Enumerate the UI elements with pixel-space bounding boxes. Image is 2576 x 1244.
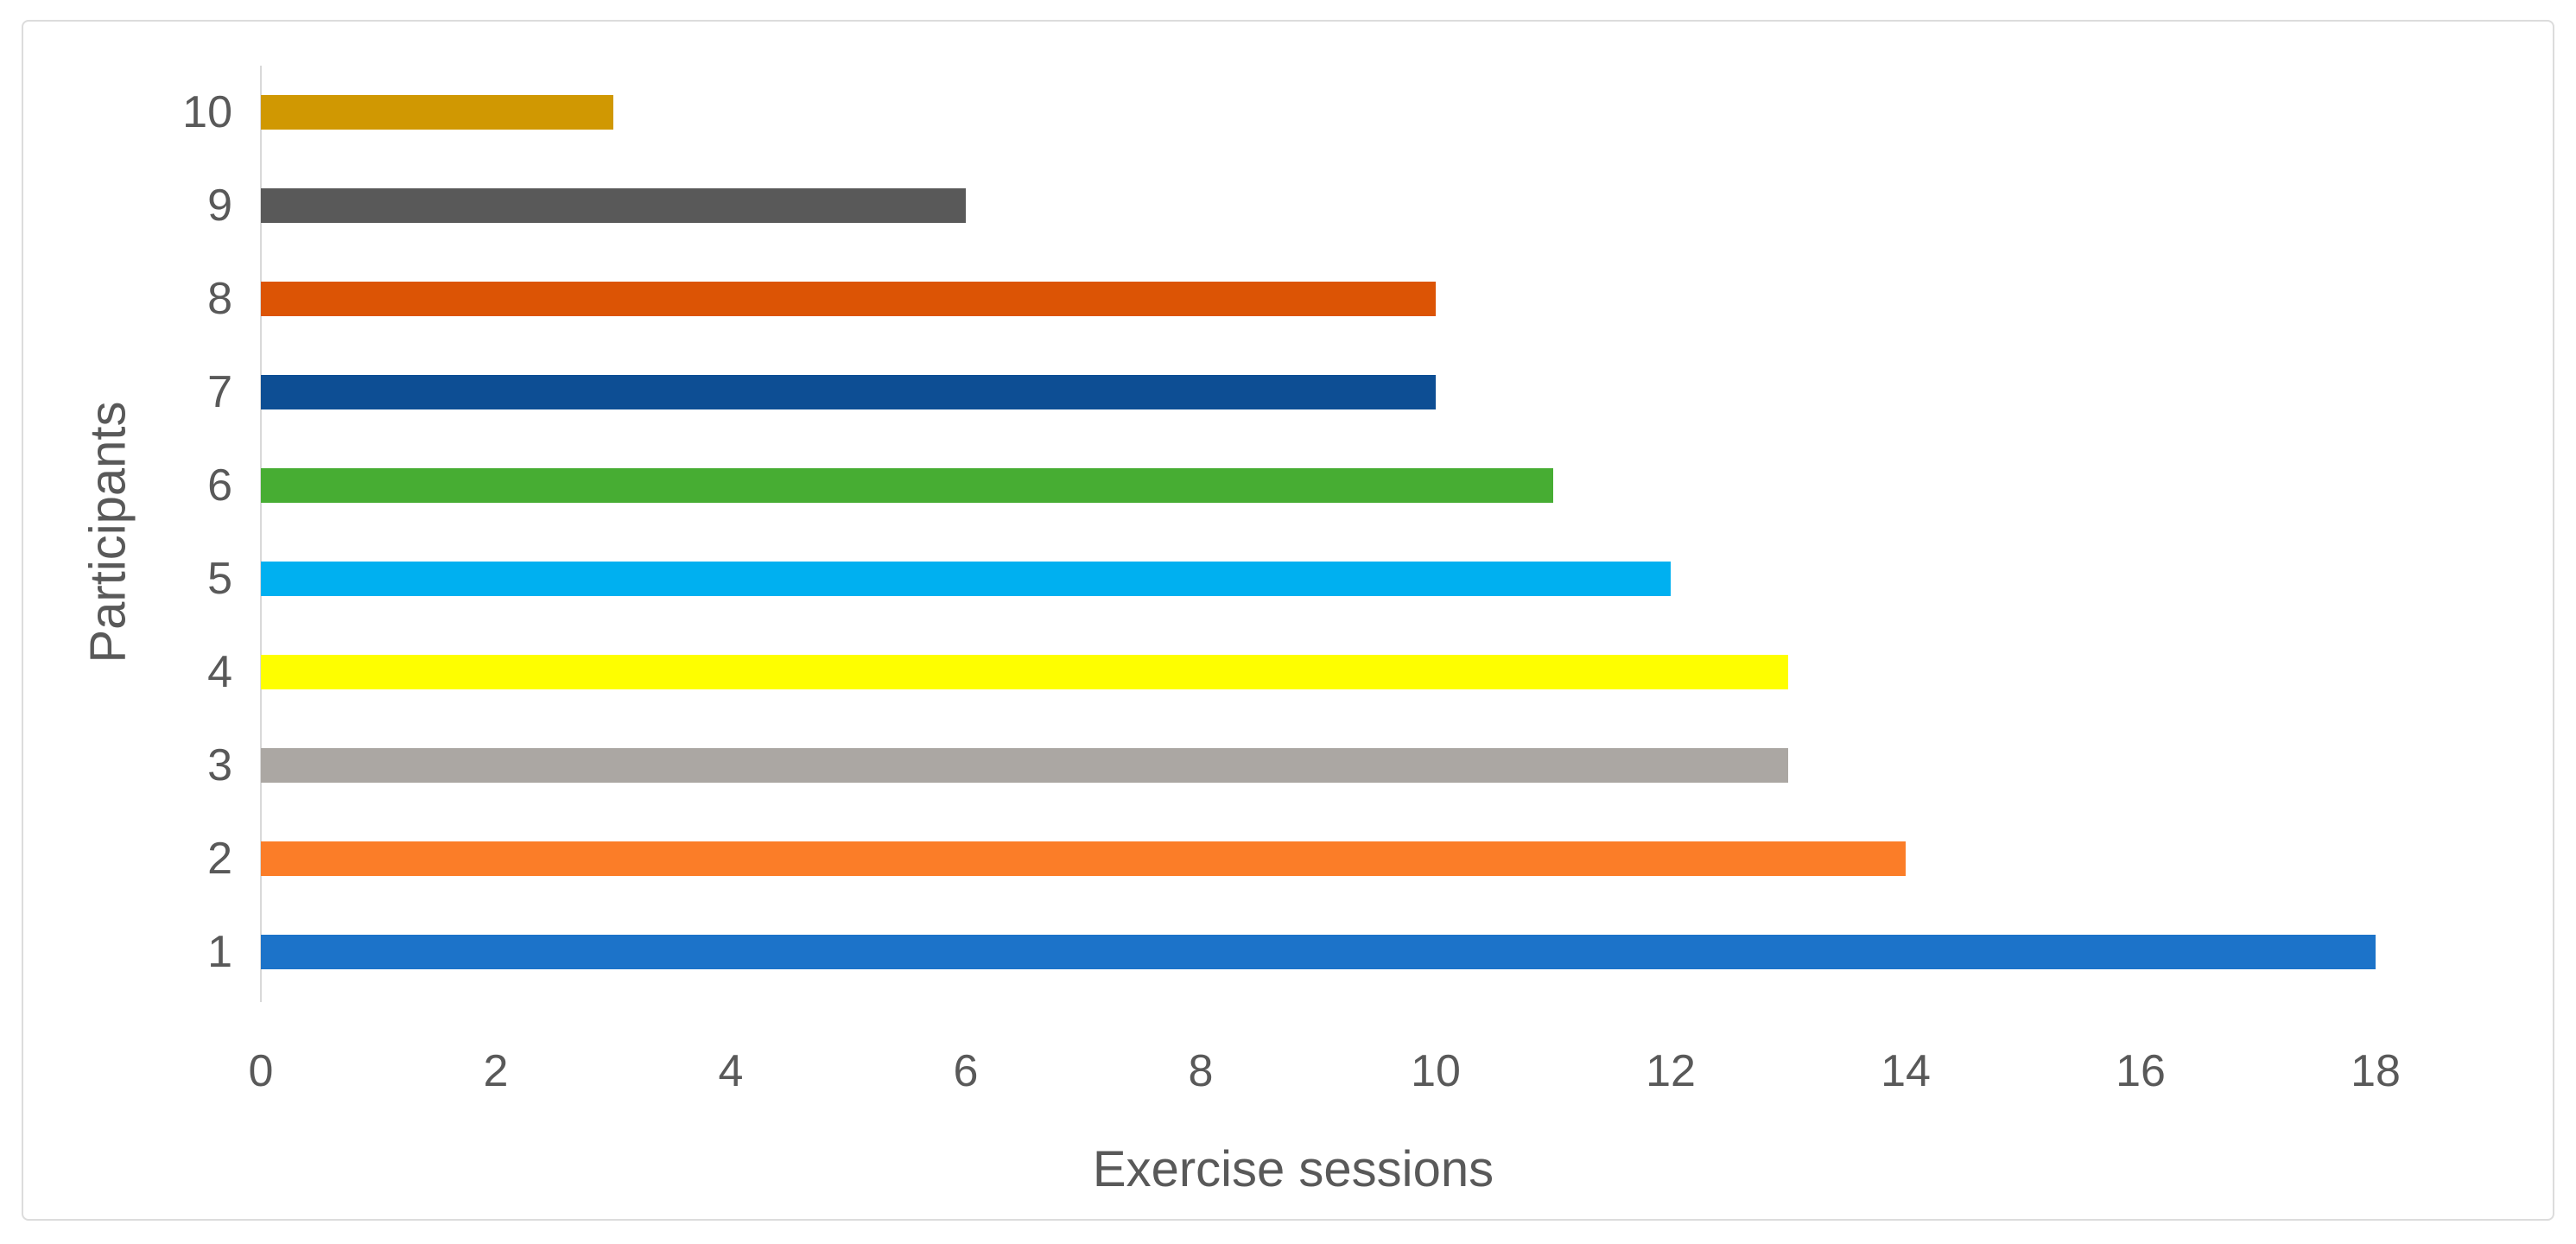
x-tick-label-12: 12 bbox=[1646, 1046, 1696, 1096]
bar-row bbox=[261, 66, 2376, 159]
bar-row bbox=[261, 439, 2376, 532]
x-tick-label-14: 14 bbox=[1881, 1046, 1931, 1096]
x-tick-label-2: 2 bbox=[483, 1046, 509, 1096]
y-tick-label-2: 2 bbox=[207, 834, 232, 884]
bar-row bbox=[261, 625, 2376, 719]
x-tick-label-10: 10 bbox=[1411, 1046, 1461, 1096]
bar-participant-3 bbox=[261, 748, 1788, 783]
x-tick-label-0: 0 bbox=[248, 1046, 274, 1096]
bar-row bbox=[261, 905, 2376, 999]
bar-participant-1 bbox=[261, 935, 2376, 969]
bar-participant-7 bbox=[261, 375, 1436, 409]
x-tick-labels: 0 2 4 6 8 10 12 14 16 18 bbox=[249, 1045, 2401, 1106]
y-axis-line bbox=[260, 66, 262, 1002]
bar-participant-6 bbox=[261, 468, 1553, 503]
y-tick-label-5: 5 bbox=[207, 554, 232, 604]
x-tick-label-8: 8 bbox=[1188, 1046, 1214, 1096]
bar-participant-2 bbox=[261, 841, 1906, 876]
y-tick-label-4: 4 bbox=[207, 647, 232, 697]
bar-row bbox=[261, 812, 2376, 905]
y-tick-label-1: 1 bbox=[207, 927, 232, 977]
plot-area bbox=[261, 66, 2376, 999]
x-axis-title: Exercise sessions bbox=[1092, 1141, 1494, 1197]
y-tick-label-3: 3 bbox=[207, 740, 232, 790]
bar-row bbox=[261, 252, 2376, 346]
bar-participant-8 bbox=[261, 282, 1436, 316]
y-tick-label-10: 10 bbox=[182, 87, 232, 137]
bar-row bbox=[261, 159, 2376, 252]
y-tick-label-6: 6 bbox=[207, 460, 232, 511]
bar-participant-10 bbox=[261, 95, 613, 130]
bar-participant-5 bbox=[261, 562, 1671, 596]
bar-row bbox=[261, 532, 2376, 625]
x-tick-label-16: 16 bbox=[2116, 1046, 2166, 1096]
y-tick-label-9: 9 bbox=[207, 181, 232, 231]
x-tick-label-18: 18 bbox=[2351, 1046, 2401, 1096]
chart-frame: Participants 10 9 8 7 6 5 4 3 2 1 0 2 4 6 8 10 12 14 16 18… bbox=[22, 20, 2554, 1221]
bar-row bbox=[261, 719, 2376, 812]
x-tick-label-6: 6 bbox=[953, 1046, 979, 1096]
bar-rows bbox=[261, 66, 2376, 999]
y-tick-label-8: 8 bbox=[207, 274, 232, 324]
bar-participant-4 bbox=[261, 655, 1788, 689]
y-category-labels: 10 9 8 7 6 5 4 3 2 1 bbox=[23, 66, 232, 999]
x-tick-label-4: 4 bbox=[718, 1046, 744, 1096]
bar-row bbox=[261, 346, 2376, 439]
y-tick-label-7: 7 bbox=[207, 367, 232, 417]
bar-participant-9 bbox=[261, 188, 966, 223]
